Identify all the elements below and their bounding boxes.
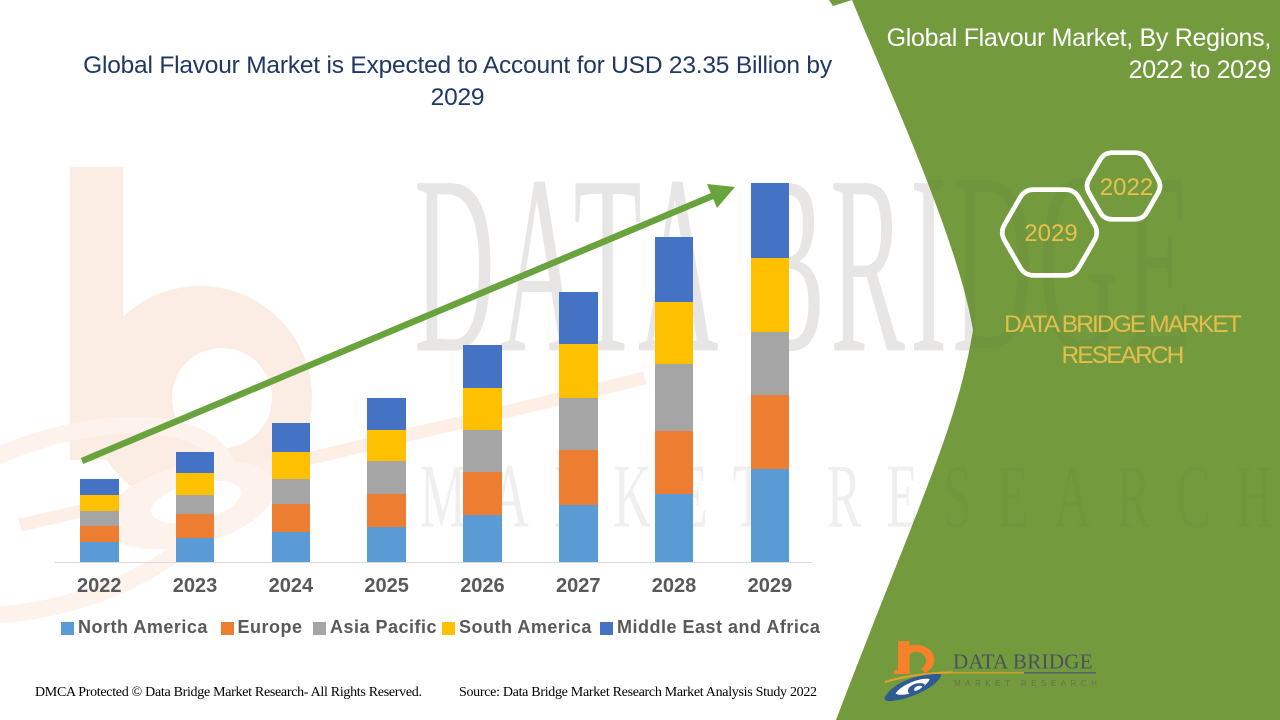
svg-text:2029: 2029 (1024, 220, 1077, 247)
svg-text:DATA BRIDGE: DATA BRIDGE (953, 650, 1093, 674)
svg-text:2022: 2022 (1100, 174, 1153, 201)
svg-text:MARKET RESEARCH: MARKET RESEARCH (954, 679, 1101, 688)
